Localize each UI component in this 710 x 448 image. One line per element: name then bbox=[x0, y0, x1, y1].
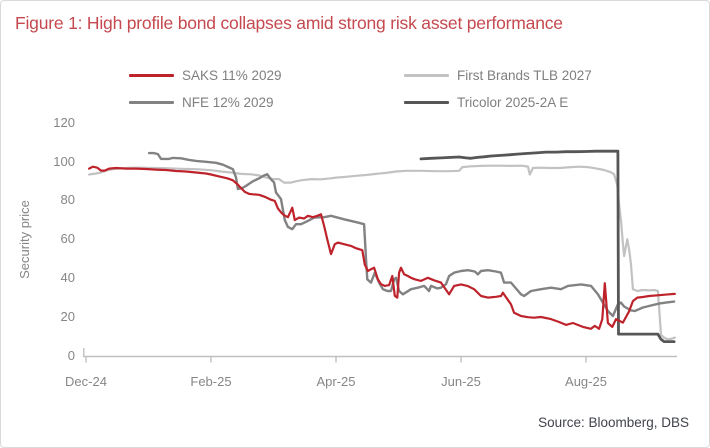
series-line-saks-11-2029 bbox=[87, 165, 676, 330]
legend-item-first-brands: First Brands TLB 2027 bbox=[404, 67, 592, 83]
y-tick-label-80: 80 bbox=[60, 192, 75, 207]
legend-label: Tricolor 2025-2A E bbox=[457, 94, 569, 110]
figure-title: Figure 1: High profile bond collapses am… bbox=[15, 13, 563, 33]
y-tick-label-40: 40 bbox=[60, 270, 75, 285]
legend-label: NFE 12% 2029 bbox=[182, 94, 274, 110]
y-tick-label-0: 0 bbox=[67, 348, 75, 363]
legend-swatch-tricolor bbox=[404, 100, 449, 104]
y-tick-label-60: 60 bbox=[60, 231, 75, 246]
y-tick-label-20: 20 bbox=[60, 309, 75, 324]
y-tick-label-100: 100 bbox=[53, 154, 75, 169]
legend-label: SAKS 11% 2029 bbox=[182, 67, 282, 83]
legend-item-tricolor: Tricolor 2025-2A E bbox=[404, 94, 569, 110]
x-tick-label-feb25: Feb-25 bbox=[190, 374, 232, 389]
x-tick-label-aug25: Aug-25 bbox=[565, 374, 607, 389]
x-tick-label-jun25: Jun-25 bbox=[441, 374, 481, 389]
x-tick-label-apr25: Apr-25 bbox=[316, 374, 356, 389]
legend-item-nfe: NFE 12% 2029 bbox=[129, 94, 274, 110]
x-tick-label-dec24: Dec-24 bbox=[65, 374, 107, 389]
source-note: Source: Bloomberg, DBS bbox=[538, 415, 689, 430]
legend-swatch-first-brands bbox=[404, 73, 449, 77]
series-line-first-brands-tlb-2027 bbox=[87, 164, 676, 341]
legend-swatch-nfe bbox=[129, 100, 174, 104]
y-tick-label-120: 120 bbox=[53, 115, 75, 130]
series-line-tricolor-2025-2a-e bbox=[419, 149, 676, 344]
legend-swatch-saks bbox=[129, 73, 174, 77]
legend-label: First Brands TLB 2027 bbox=[457, 67, 592, 83]
legend-item-saks: SAKS 11% 2029 bbox=[129, 67, 282, 83]
